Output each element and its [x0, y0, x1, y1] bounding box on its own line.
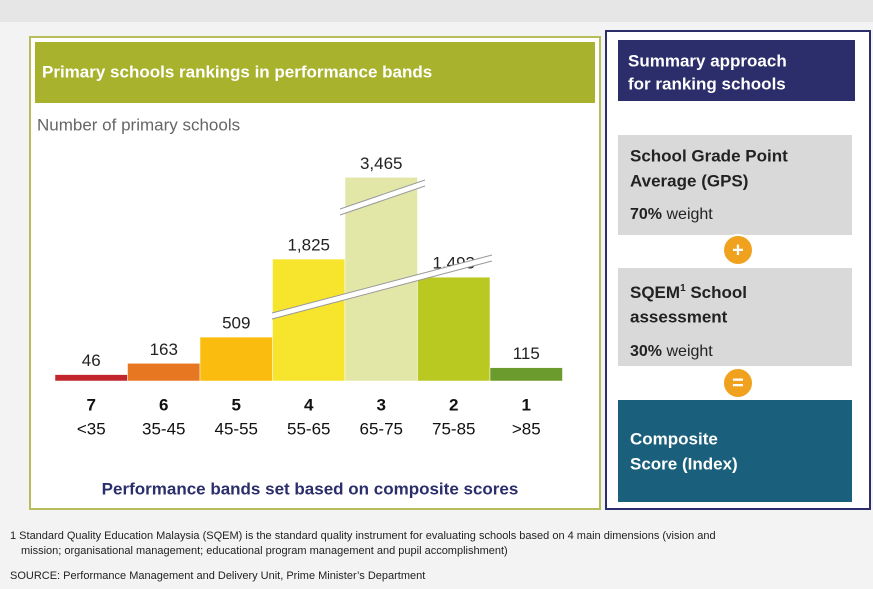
axis-break-edge — [339, 179, 426, 210]
x-range-label: 35-45 — [142, 419, 185, 438]
axis-break — [271, 255, 493, 319]
gps-weight: 70% weight — [630, 206, 713, 223]
axis-break-edge — [339, 185, 426, 216]
x-tick-label: 3 — [377, 395, 386, 414]
weight-text: weight — [665, 343, 713, 360]
plus-circle — [722, 234, 754, 266]
source: SOURCE: Performance Management and Deliv… — [10, 570, 425, 582]
value-label: 1,825 — [287, 236, 330, 255]
plus-sign: + — [732, 239, 744, 261]
sqem-sup: 1 — [680, 283, 686, 294]
composite-box — [618, 400, 852, 502]
value-label: 3,465 — [360, 154, 403, 173]
axis-break — [339, 180, 426, 215]
sqem-rest: School — [686, 283, 747, 302]
top-strip — [0, 0, 873, 22]
chart-header — [35, 42, 595, 103]
x-tick-label: 2 — [449, 395, 458, 414]
x-range-label: 55-65 — [287, 419, 330, 438]
value-label: 115 — [513, 344, 540, 363]
summary-title: for ranking schools — [628, 74, 786, 93]
axis-break-edge — [271, 260, 493, 320]
summary-title: Summary approach — [628, 51, 787, 70]
gps-box — [618, 135, 852, 235]
x-range-label: 45-55 — [215, 419, 258, 438]
value-label: 509 — [222, 314, 250, 333]
sqem-title: SQEM1 School — [630, 283, 747, 303]
value-label: 46 — [82, 351, 101, 370]
x-range-label: 65-75 — [360, 419, 403, 438]
bar — [127, 363, 201, 382]
composite-title: Composite — [630, 429, 718, 448]
x-range-label: <35 — [77, 419, 106, 438]
bar — [199, 336, 273, 382]
bar — [272, 258, 346, 382]
x-tick-label: 5 — [232, 395, 241, 414]
bar — [54, 374, 128, 382]
x-range-label: 75-85 — [432, 419, 475, 438]
gps-title: School Grade Point — [630, 146, 788, 165]
sqem-title: assessment — [630, 307, 728, 326]
y-axis-label: Number of primary schools — [37, 115, 240, 134]
gps-title: Average (GPS) — [630, 171, 748, 190]
summary-header — [618, 40, 855, 101]
weight-value: 30% — [630, 343, 662, 360]
x-tick-label: 4 — [304, 395, 314, 414]
axis-break-edge — [271, 254, 493, 314]
weight-text: weight — [665, 206, 713, 223]
equals-circle — [722, 367, 754, 399]
sqem-box — [618, 268, 852, 366]
bar — [417, 276, 491, 382]
bar — [489, 367, 563, 382]
sqem-weight: 30% weight — [630, 343, 713, 360]
equals-sign: = — [732, 372, 744, 394]
x-axis-label: Performance bands set based on composite… — [102, 479, 519, 498]
footnote: 1 Standard Quality Education Malaysia (S… — [10, 530, 716, 542]
x-range-label: >85 — [512, 419, 541, 438]
weight-value: 70% — [630, 206, 662, 223]
x-tick-label: 1 — [522, 395, 531, 414]
x-tick-label: 6 — [159, 395, 168, 414]
footnote: mission; organisational management; educ… — [21, 545, 508, 557]
x-tick-label: 7 — [87, 395, 96, 414]
value-label: 163 — [150, 340, 178, 359]
chart-title: Primary schools rankings in performance … — [42, 62, 432, 81]
composite-title: Score (Index) — [630, 454, 738, 473]
sqem-name: SQEM — [630, 283, 680, 302]
